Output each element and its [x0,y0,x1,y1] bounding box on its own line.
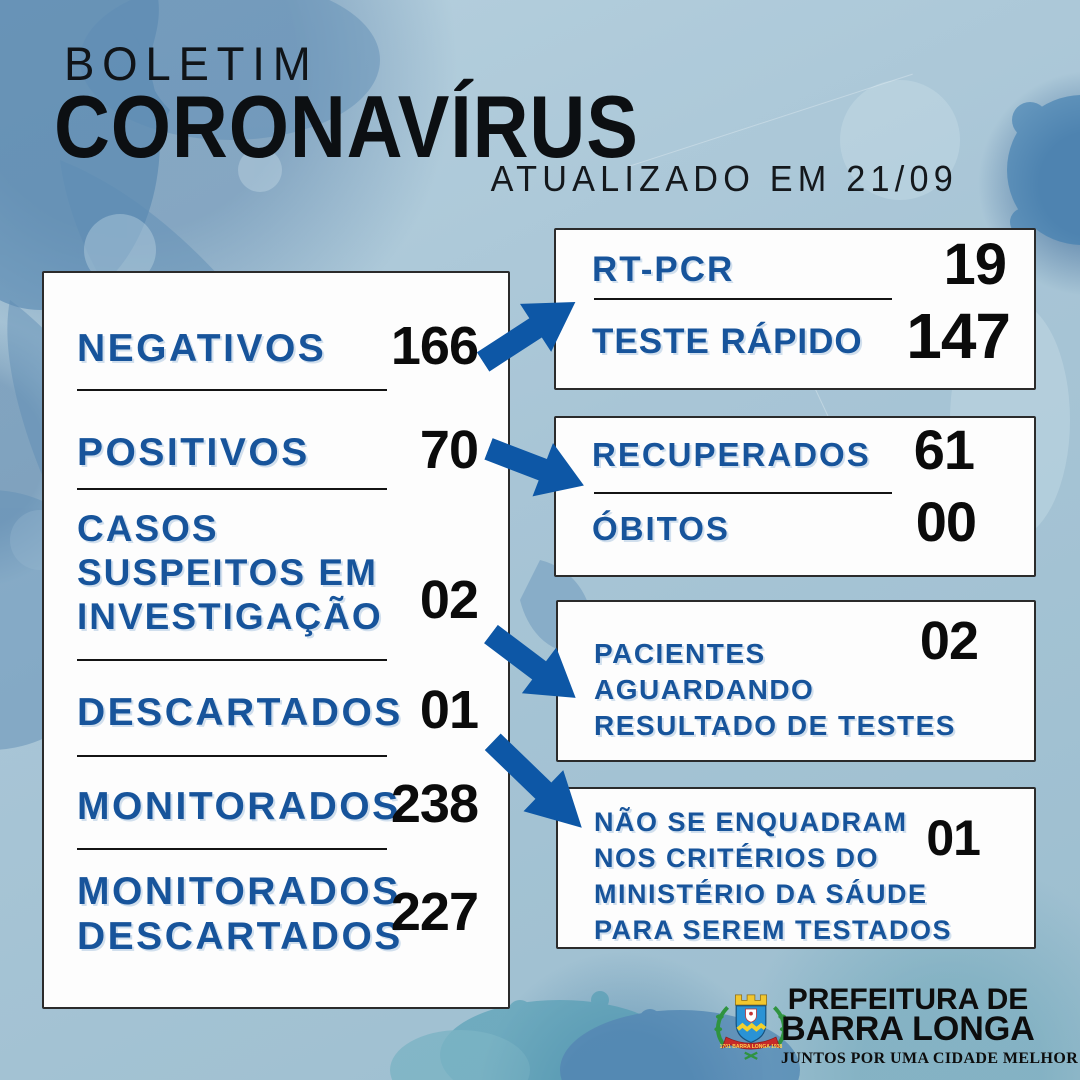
stat-label-recuperados: RECUPERADOS [592,436,871,473]
stat-label-line: MINISTÉRIO DA SÁUDE [594,879,928,909]
stat-value-monitorados: 238 [390,774,479,834]
stat-label-aguardando: PACIENTES AGUARDANDO RESULTADO DE TESTES [594,636,956,744]
outcomes-panel: RECUPERADOS 61 ÓBITOS 00 [554,416,1036,577]
bulletin-kicker: BOLETIM [64,37,319,90]
shield-emblem-dot [749,1011,753,1016]
stat-label-obitos: ÓBITOS [592,510,730,547]
bulletin-title: CORONAVÍRUS [54,77,639,176]
ribbon-banner [721,1036,781,1050]
stat-value-suspeitos: 02 [419,570,479,630]
stat-label-rtpcr: RT-PCR [592,250,735,289]
org-name-line1: PREFEITURA DE [787,983,1029,1016]
city-crest-logo: 1701 BARRA LONGA 1938 [714,994,788,1060]
org-tagline: JUNTOS POR UMA CIDADE MELHOR [781,1050,1079,1067]
stat-label-line: AGUARDANDO [594,674,815,705]
stat-label-line: INVESTIGAÇÃO [77,596,383,637]
stat-label-positivos: POSITIVOS [77,431,310,474]
stat-value-recuperados: 61 [913,418,975,481]
stat-label-line: RESULTADO DE TESTES [594,710,956,741]
stat-label-line: PACIENTES [594,638,766,669]
stat-label-line: SUSPEITOS EM [77,552,378,593]
arrow-icon-descartados-to-criteria [484,733,582,828]
stat-value-monitorados-descartados: 227 [390,882,479,942]
footer-org-block: PREFEITURA DE BARRA LONGA JUNTOS POR UMA… [781,983,1079,1068]
tests-panel: RT-PCR 19 TESTE RÁPIDO 147 [554,228,1036,390]
org-name-line2: BARRA LONGA [781,1010,1035,1048]
stat-label-line: MONITORADOS [77,870,401,913]
stat-value-rtpcr: 19 [943,232,1007,297]
arrow-icon-positivos-to-outcomes [484,438,584,497]
stat-label-line: DESCARTADOS [77,915,403,958]
stat-label-monitorados-descartados: MONITORADOS DESCARTADOS [77,869,403,959]
stat-label-line: NÃO SE ENQUADRAM [594,807,908,837]
stat-label-line: NOS CRITÉRIOS DO [594,843,880,873]
arrow-icon-negativos-to-tests [476,302,576,372]
divider-line [77,389,387,391]
divider-line [77,755,387,757]
stat-label-descartados: DESCARTADOS [77,691,403,734]
shield-inner-emblem [745,1008,757,1023]
criteria-panel: NÃO SE ENQUADRAM NOS CRITÉRIOS DO MINIST… [556,787,1036,949]
divider-line [77,659,387,661]
texture-scratch [627,73,913,168]
crown-icon [735,994,767,1006]
updated-date: ATUALIZADO EM 21/09 [490,158,958,199]
divider-line [594,298,892,300]
divider-line [594,492,892,494]
stat-value-descartados: 01 [419,680,479,740]
divider-line [77,848,387,850]
stat-label-suspeitos: CASOS SUSPEITOS EM INVESTIGAÇÃO [77,507,383,639]
stat-label-teste-rapido: TESTE RÁPIDO [592,322,863,361]
stat-value-obitos: 00 [915,490,977,553]
divider-line [77,488,387,490]
arrow-icon-suspeitos-to-waiting [483,624,576,698]
stat-label-criterios: NÃO SE ENQUADRAM NOS CRITÉRIOS DO MINIST… [594,804,952,948]
stat-label-negativos: NEGATIVOS [77,327,327,370]
waiting-results-panel: PACIENTES AGUARDANDO RESULTADO DE TESTES… [556,600,1036,762]
crest-ribbon-text: 1701 BARRA LONGA 1938 [720,1044,783,1050]
stat-value-teste-rapido: 147 [906,300,1011,372]
stat-value-aguardando: 02 [919,611,979,671]
shield-zigzag [736,1022,767,1032]
stat-value-negativos: 166 [390,316,479,376]
stat-label-monitorados: MONITORADOS [77,785,401,828]
stat-label-line: PARA SEREM TESTADOS [594,915,953,945]
stat-value-criterios: 01 [926,810,981,866]
stat-value-positivos: 70 [419,420,479,480]
summary-panel: NEGATIVOS 166 POSITIVOS 70 CASOS SUSPEIT… [42,271,510,1009]
laurel-branch [714,1006,788,1060]
stat-label-line: CASOS [77,508,219,549]
